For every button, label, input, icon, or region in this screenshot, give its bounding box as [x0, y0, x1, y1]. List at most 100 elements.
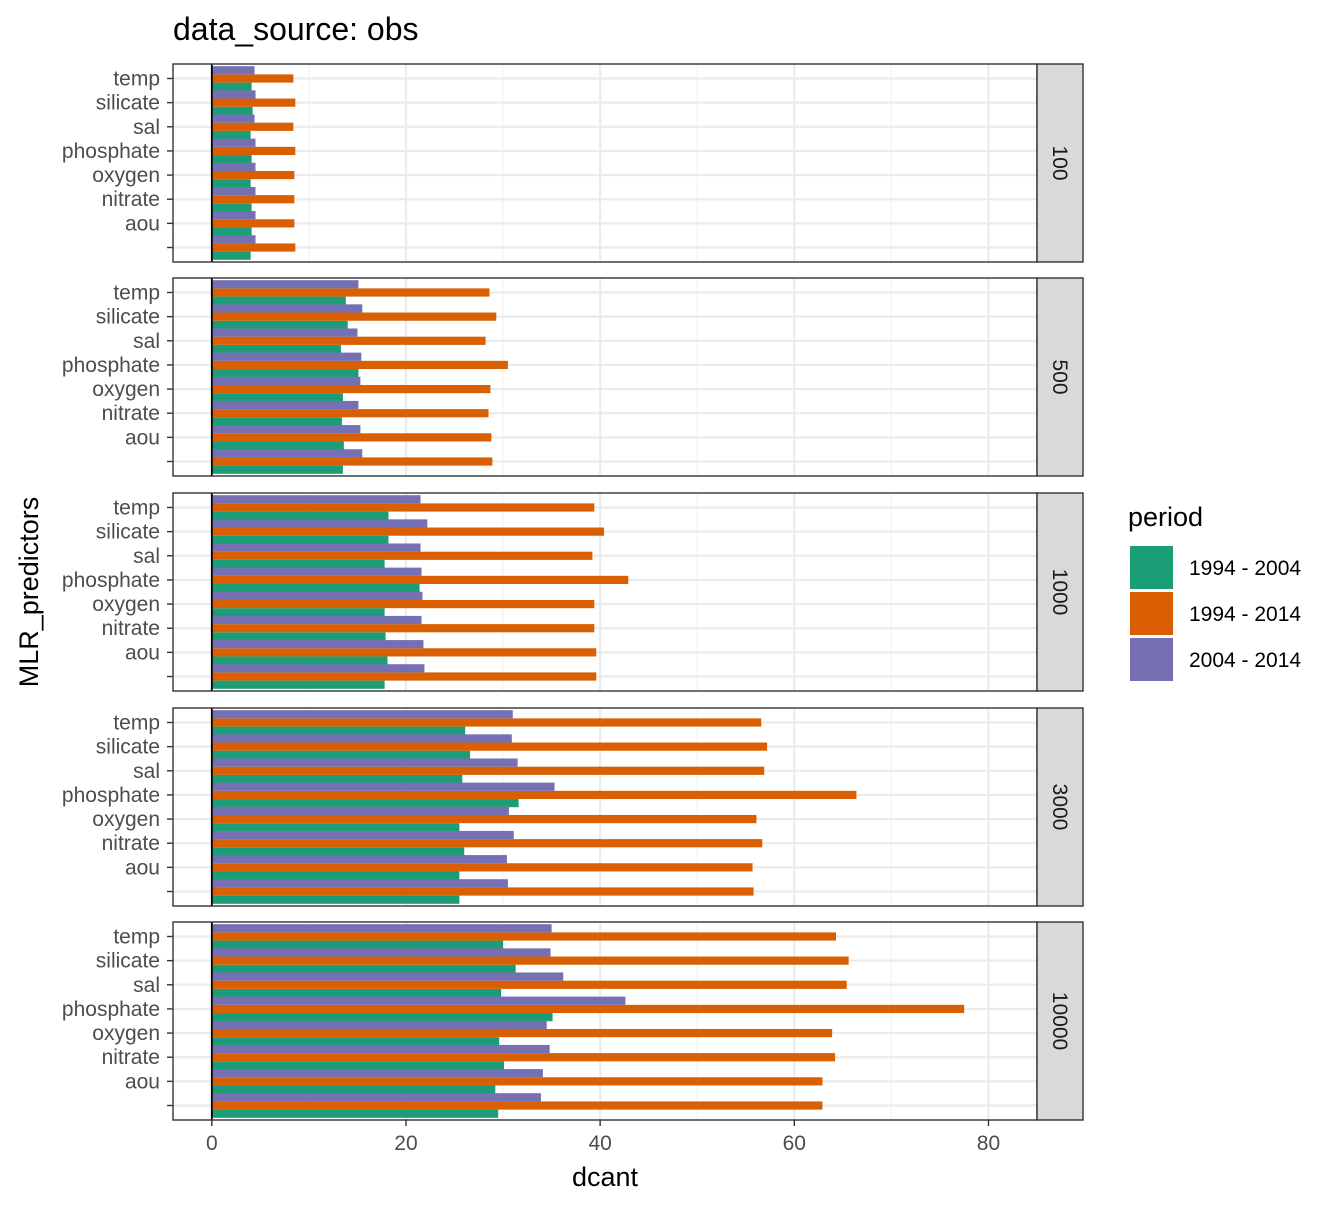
facet-strip-label: 3000	[1048, 784, 1071, 831]
bar	[211, 1101, 823, 1110]
facet-panel-100: 100 tempsilicatesalphosphateoxygennitrate…	[62, 63, 1084, 263]
bar	[211, 535, 389, 544]
bar	[211, 648, 597, 657]
bar	[211, 823, 460, 832]
y-tick-label: nitrate	[102, 188, 160, 211]
bar	[211, 1020, 547, 1029]
y-tick-label: aou	[125, 856, 160, 879]
x-tick-label: 60	[783, 1132, 806, 1155]
legend-label: 1994 - 2004	[1189, 557, 1301, 580]
bar	[211, 591, 423, 600]
x-axis-title: dcant	[572, 1162, 639, 1192]
y-tick-label: sal	[133, 760, 160, 783]
bar	[211, 1028, 833, 1038]
bar	[211, 980, 847, 989]
bar	[211, 567, 422, 576]
y-tick-label: silicate	[96, 521, 160, 544]
bar	[211, 766, 765, 775]
y-tick-label: silicate	[96, 736, 160, 759]
bar	[211, 799, 519, 808]
y-tick-label: phosphate	[62, 998, 160, 1021]
bar	[211, 964, 516, 973]
bar	[211, 527, 605, 536]
y-tick-label: phosphate	[62, 354, 160, 377]
legend-key	[1130, 546, 1173, 589]
bar	[211, 680, 385, 689]
bar	[211, 839, 763, 848]
bar	[211, 82, 252, 91]
legend-label: 1994 - 2014	[1189, 603, 1301, 626]
bar	[211, 170, 295, 180]
y-tick-label: oxygen	[92, 808, 160, 831]
x-tick-label: 0	[206, 1132, 218, 1155]
y-tick-label: oxygen	[92, 1022, 160, 1045]
y-tick-label: sal	[133, 330, 160, 353]
bar	[211, 672, 597, 681]
bar	[211, 879, 508, 888]
bar	[211, 632, 386, 641]
bar	[211, 996, 626, 1005]
bar	[211, 895, 460, 904]
bar	[211, 599, 595, 609]
bar	[211, 956, 849, 965]
bar	[211, 750, 471, 759]
bar	[211, 806, 509, 815]
bar	[211, 304, 363, 313]
facet-strip	[1036, 63, 1084, 263]
x-tick-label: 40	[588, 1132, 611, 1155]
bar	[211, 457, 493, 466]
y-tick-label: aou	[125, 426, 160, 449]
bar	[211, 1004, 965, 1014]
bar	[211, 384, 491, 394]
facet-strip-label: 1000	[1048, 569, 1071, 616]
y-tick-label: nitrate	[102, 617, 160, 640]
bar	[211, 409, 489, 418]
bar	[211, 608, 385, 617]
bar	[211, 344, 341, 354]
bar	[211, 871, 460, 880]
y-tick-label: temp	[113, 925, 160, 948]
bar	[211, 400, 359, 410]
bar	[211, 511, 389, 520]
bar	[211, 352, 362, 361]
bar	[211, 774, 463, 784]
bar	[211, 235, 256, 244]
bar	[211, 441, 344, 450]
bar	[211, 465, 343, 474]
bar	[211, 782, 555, 791]
bar	[211, 66, 255, 75]
bar	[211, 624, 595, 633]
bar	[211, 1093, 541, 1102]
y-tick-label: silicate	[96, 950, 160, 973]
chart-title: data_source: obs	[173, 11, 419, 47]
facet-strip	[1036, 921, 1084, 1121]
bar	[211, 449, 363, 458]
bar	[211, 988, 502, 998]
y-tick-label: nitrate	[102, 832, 160, 855]
bar	[211, 742, 768, 751]
y-tick-label: aou	[125, 1070, 160, 1093]
y-tick-label: temp	[113, 281, 160, 304]
y-tick-label: nitrate	[102, 402, 160, 425]
bar	[211, 296, 346, 305]
bar	[211, 106, 253, 115]
legend-title: period	[1128, 502, 1203, 532]
bar	[211, 280, 359, 289]
panel-background	[173, 64, 1037, 262]
bar	[211, 130, 251, 140]
bar	[211, 855, 507, 864]
y-tick-label: oxygen	[92, 378, 160, 401]
facet-strip	[1036, 277, 1084, 477]
bar	[211, 584, 420, 593]
y-axis-title: MLR_predictors	[14, 497, 44, 688]
x-tick-label: 20	[394, 1132, 417, 1155]
bar	[211, 393, 343, 402]
bar	[211, 90, 256, 99]
y-tick-label: sal	[133, 545, 160, 568]
bar	[211, 114, 255, 123]
bar	[211, 847, 465, 856]
facet-panel-3000: 3000 tempsilicatesalphosphateoxygennitrat…	[62, 707, 1084, 907]
y-tick-label: sal	[133, 974, 160, 997]
bar	[211, 790, 857, 800]
bar	[211, 830, 514, 840]
